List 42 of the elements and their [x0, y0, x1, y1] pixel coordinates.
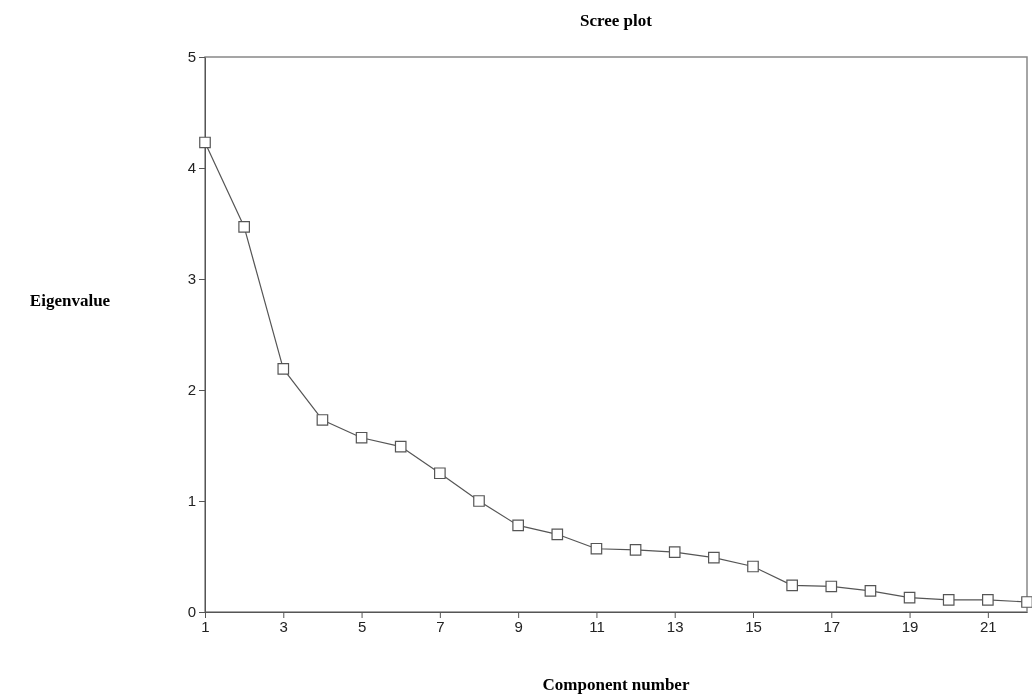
y-tick-label: 4: [187, 159, 196, 177]
point: [394, 440, 407, 453]
x-tick-label: 7: [436, 617, 445, 635]
point: [355, 431, 368, 444]
point: [473, 495, 485, 507]
point: [786, 579, 798, 592]
x-tick-label: 11: [589, 617, 605, 635]
y-tick-label: 2: [187, 381, 196, 399]
x-tick-label: 1: [201, 617, 210, 635]
point: [590, 542, 603, 555]
y-axis-title: Eigenvalue: [29, 291, 111, 310]
x-tick-label: 13: [666, 617, 684, 635]
point: [708, 551, 720, 564]
point: [512, 519, 524, 532]
point: [982, 593, 994, 606]
point: [629, 544, 642, 556]
point: [825, 580, 838, 593]
y-tick-label: 5: [187, 48, 196, 66]
x-tick-label: 17: [823, 617, 841, 635]
point: [199, 136, 211, 149]
point: [316, 414, 329, 426]
point: [434, 467, 446, 480]
y-tick-label: 3: [187, 270, 196, 288]
point: [864, 585, 877, 597]
chart-title: Scree plot: [580, 11, 653, 30]
y-tick-label: 1: [187, 492, 196, 510]
x-tick-label: 19: [901, 617, 919, 635]
point: [277, 363, 290, 375]
x-tick-label: 21: [980, 617, 997, 635]
point: [238, 220, 250, 233]
point: [1021, 596, 1032, 608]
point: [942, 593, 955, 606]
point: [903, 591, 916, 604]
point: [551, 528, 564, 541]
point: [668, 546, 681, 558]
y-tick-label: 0: [187, 603, 196, 621]
x-tick-label: 3: [279, 617, 288, 635]
point: [747, 560, 759, 573]
x-tick-label: 15: [745, 617, 762, 635]
x-tick-label: 9: [514, 617, 523, 635]
x-axis-title: Component number: [542, 675, 690, 694]
x-tick-label: 5: [357, 617, 367, 635]
